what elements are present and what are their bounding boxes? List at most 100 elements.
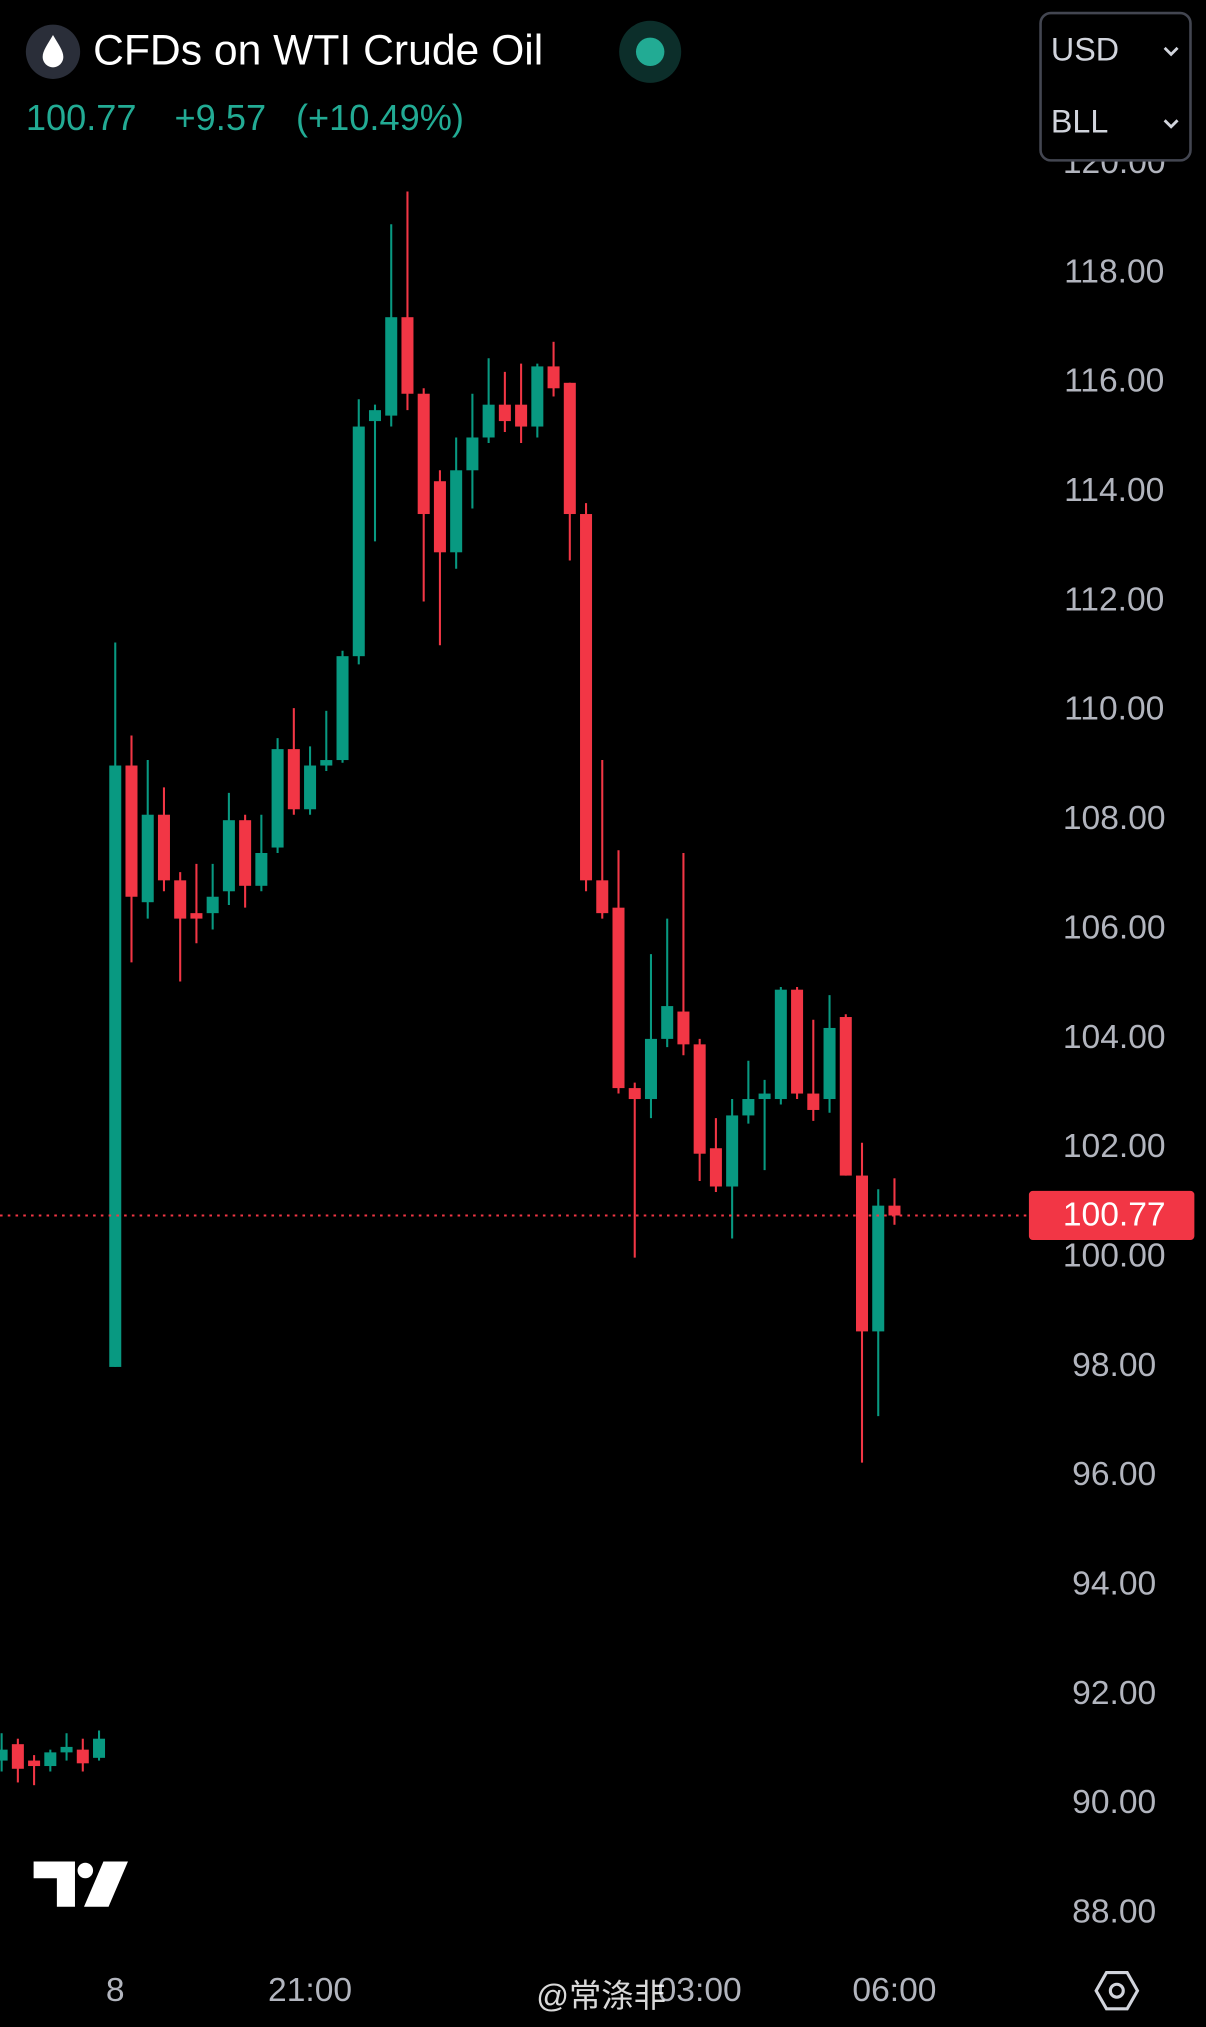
candle-body bbox=[157, 814, 170, 881]
candle-body bbox=[709, 1148, 722, 1187]
candle-body bbox=[563, 382, 576, 515]
candle-body bbox=[255, 852, 268, 886]
candle-body bbox=[222, 820, 235, 892]
candle-body bbox=[807, 1093, 820, 1110]
price-change-percent: (+10.49%) bbox=[296, 97, 464, 138]
candle-body bbox=[76, 1749, 89, 1764]
settings-button[interactable] bbox=[1094, 1971, 1140, 2011]
candle-body bbox=[774, 989, 787, 1100]
candle-body bbox=[726, 1115, 739, 1187]
last-price: 100.77 bbox=[26, 97, 137, 138]
candle-body bbox=[466, 437, 479, 471]
candle-body bbox=[450, 470, 463, 553]
candle-body bbox=[872, 1205, 885, 1332]
y-tick-label: 110.00 bbox=[1064, 691, 1164, 728]
candle-body bbox=[693, 1044, 706, 1154]
logo-part bbox=[84, 1861, 128, 1907]
unit-label[interactable]: BLL bbox=[1051, 104, 1108, 140]
candle-body bbox=[888, 1205, 901, 1216]
y-tick-label: 96.00 bbox=[1072, 1456, 1156, 1493]
market-status-dot bbox=[635, 37, 665, 67]
y-tick-label: 102.00 bbox=[1063, 1128, 1166, 1165]
y-tick-label: 100.00 bbox=[1063, 1237, 1166, 1274]
unit-selector bbox=[1039, 11, 1192, 162]
candle-body bbox=[271, 749, 284, 848]
candle-body bbox=[239, 820, 252, 886]
y-tick-label: 90.00 bbox=[1072, 1784, 1156, 1821]
candle-body bbox=[320, 760, 333, 766]
gear-hole[interactable] bbox=[1108, 1982, 1125, 1999]
candle-body bbox=[44, 1752, 57, 1767]
candle-body bbox=[742, 1099, 755, 1116]
candle-body bbox=[28, 1760, 41, 1767]
candle-body bbox=[628, 1088, 641, 1100]
axes: 88.00 90.00 92.00 94.00 96.00 98.00 100.00 102.… bbox=[106, 144, 1195, 2009]
candle-body bbox=[823, 1027, 836, 1100]
candle-body bbox=[433, 481, 446, 553]
candle-body bbox=[206, 896, 219, 914]
candle-body bbox=[125, 765, 138, 897]
candle-body bbox=[612, 907, 625, 1089]
x-tick-label: 21:00 bbox=[268, 1972, 352, 2009]
last-price-label: 100.77 bbox=[1063, 1197, 1166, 1234]
y-tick-label: 94.00 bbox=[1072, 1565, 1156, 1602]
x-tick-label: 06:00 bbox=[852, 1972, 936, 2009]
candle-body bbox=[336, 656, 349, 761]
x-tick-label: 8 bbox=[106, 1972, 125, 2009]
candle-body bbox=[839, 1017, 852, 1176]
tradingview-logo bbox=[33, 1861, 128, 1907]
plot-area bbox=[0, 191, 1029, 1786]
candle-body bbox=[109, 765, 122, 1367]
candle-body bbox=[417, 393, 430, 515]
candle-body bbox=[758, 1093, 771, 1100]
droplet-icon bbox=[42, 34, 64, 68]
candle-body bbox=[304, 765, 317, 810]
candle-body bbox=[401, 317, 414, 394]
y-tick-label: 104.00 bbox=[1063, 1019, 1166, 1056]
candle-body bbox=[644, 1038, 657, 1100]
candle-body bbox=[190, 913, 203, 919]
candle-body bbox=[677, 1011, 690, 1045]
y-tick-label: 118.00 bbox=[1064, 253, 1164, 290]
y-tick-label: 112.00 bbox=[1064, 581, 1164, 618]
candle-body bbox=[368, 410, 382, 422]
candle-body bbox=[174, 880, 187, 919]
candle-body bbox=[791, 989, 804, 1094]
watermark: @常涤非 bbox=[536, 1978, 666, 2014]
candle-body bbox=[661, 1006, 674, 1039]
candle-body bbox=[515, 404, 528, 427]
candle-body bbox=[11, 1744, 24, 1769]
candle-body bbox=[141, 814, 154, 903]
candle-body bbox=[60, 1746, 73, 1753]
logo-part bbox=[77, 1862, 94, 1879]
price-change: +9.57 bbox=[175, 97, 267, 138]
candle-body bbox=[93, 1738, 106, 1758]
unit-select[interactable]: BLL bbox=[1051, 104, 1179, 140]
candle-body bbox=[531, 366, 544, 427]
y-tick-label: 98.00 bbox=[1072, 1347, 1156, 1384]
y-tick-label: 116.00 bbox=[1064, 363, 1164, 400]
chevron[interactable] bbox=[1163, 119, 1179, 129]
candle-body bbox=[352, 426, 365, 657]
y-tick-label: 114.00 bbox=[1064, 472, 1164, 509]
x-tick-label: 03:00 bbox=[658, 1972, 742, 2009]
candle-body bbox=[385, 317, 398, 416]
chevron[interactable] bbox=[1163, 46, 1179, 57]
currency-select[interactable]: USD bbox=[1051, 31, 1179, 67]
y-tick-label: 92.00 bbox=[1072, 1675, 1156, 1712]
candle-body bbox=[498, 404, 511, 422]
candle-body bbox=[287, 749, 300, 810]
candle-body bbox=[482, 404, 495, 438]
currency-label[interactable]: USD bbox=[1051, 31, 1119, 67]
symbol-title: CFDs on WTI Crude Oil bbox=[93, 26, 543, 74]
candle-body bbox=[0, 1749, 8, 1761]
candle-body bbox=[547, 366, 560, 389]
candle-body bbox=[596, 880, 609, 914]
y-tick-label: 106.00 bbox=[1063, 909, 1166, 946]
candle-body bbox=[856, 1175, 869, 1332]
candle-body bbox=[580, 514, 593, 881]
gear-icon[interactable] bbox=[1094, 1971, 1140, 2011]
logo-part bbox=[33, 1861, 75, 1907]
y-tick-label: 108.00 bbox=[1063, 800, 1166, 837]
